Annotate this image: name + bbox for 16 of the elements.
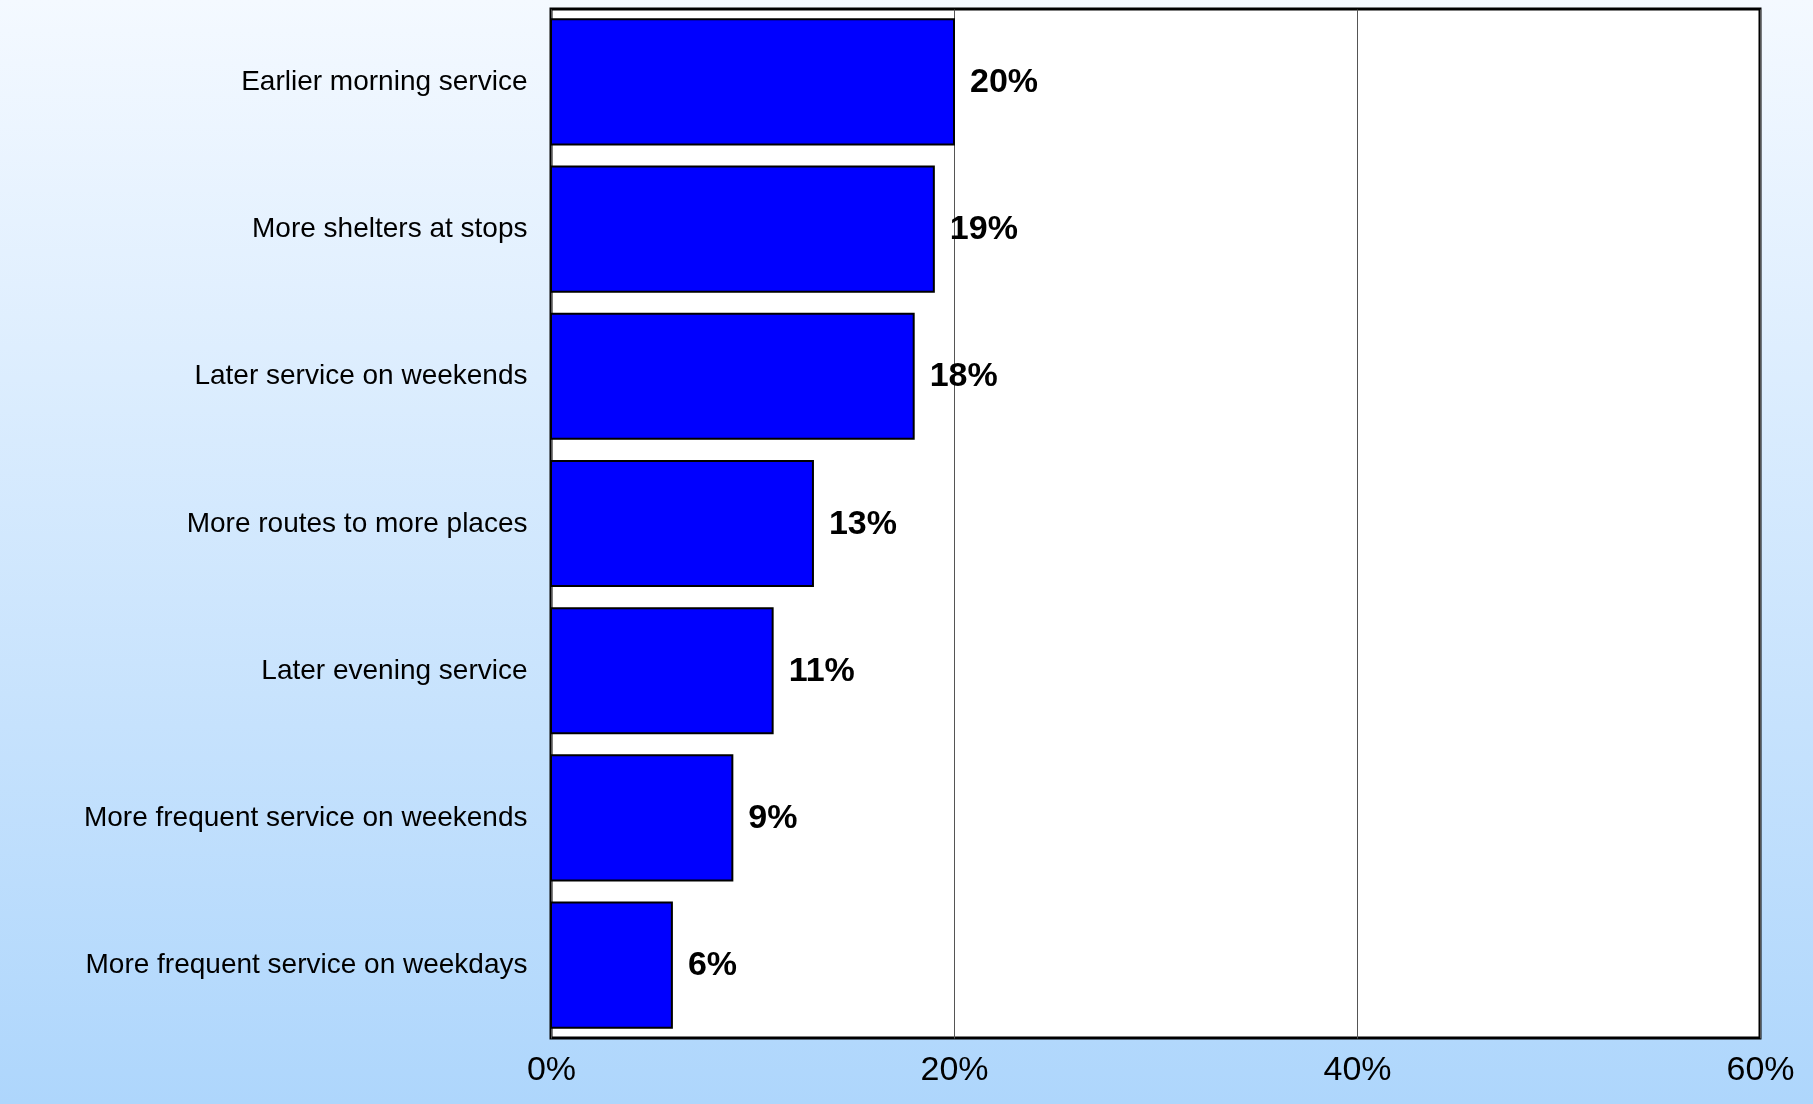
x-tick-label: 40% — [1323, 1048, 1392, 1087]
data-label: 6% — [687, 944, 738, 983]
y-tick-label: More shelters at stops — [252, 212, 528, 244]
x-tick-label: 60% — [1726, 1048, 1795, 1087]
y-tick-label: Later evening service — [261, 653, 528, 685]
x-tick-label: 0% — [526, 1048, 577, 1087]
y-tick-label: More frequent service on weekends — [83, 800, 528, 832]
y-tick-label: Earlier morning service — [241, 64, 528, 96]
data-label: 11% — [788, 649, 855, 688]
y-tick-label: Later service on weekends — [194, 359, 528, 391]
y-tick-label: More frequent service on weekdays — [85, 948, 528, 980]
data-label: 20% — [970, 60, 1039, 99]
data-label: 9% — [748, 796, 798, 835]
x-tick-label: 20% — [920, 1048, 989, 1087]
data-label: 13% — [828, 502, 898, 541]
y-tick-label: More routes to more places — [186, 506, 528, 538]
